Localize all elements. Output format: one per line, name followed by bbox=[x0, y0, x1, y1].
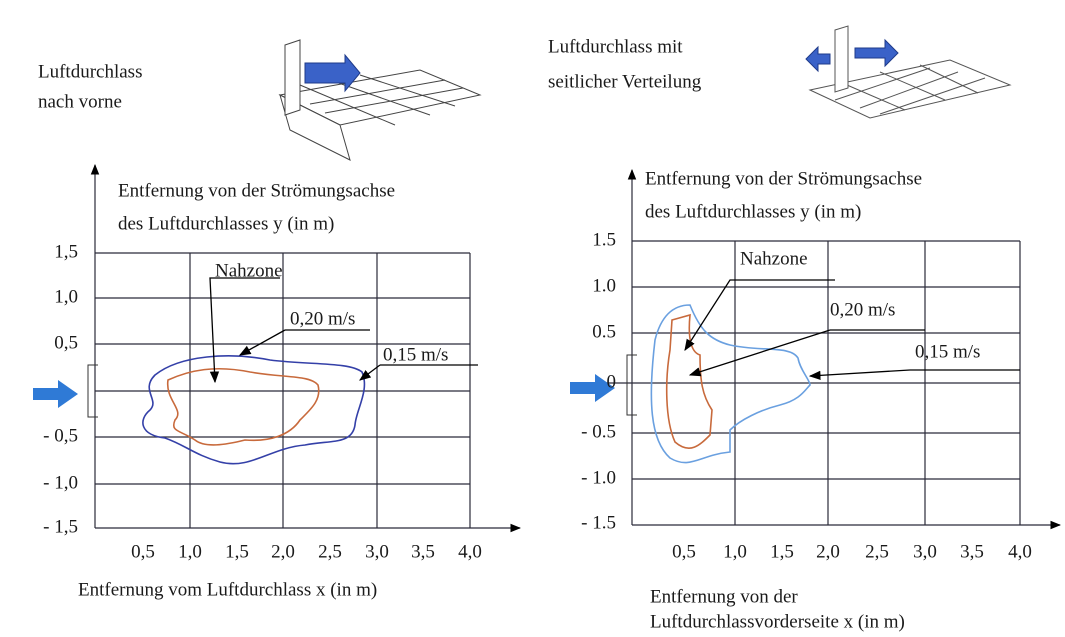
x-tick-label: 4,0 bbox=[1008, 541, 1032, 562]
x-tick-label: 1,5 bbox=[225, 541, 249, 562]
axis-label: Entfernung vom Luftdurchlass x (in m) bbox=[78, 579, 377, 600]
y-tick-label: 1,5 bbox=[54, 241, 78, 262]
x-tick-label: 0,5 bbox=[672, 541, 696, 562]
x-tick-label: 1,0 bbox=[723, 541, 747, 562]
panel-title: Luftdurchlass bbox=[38, 61, 142, 82]
axis-label: Luftdurchlassvorderseite x (in m) bbox=[650, 611, 905, 632]
axis-label: Entfernung von der Strömungsachse bbox=[118, 180, 395, 201]
panel-title: Luftdurchlass mit bbox=[548, 36, 683, 57]
zone-label: Nahzone bbox=[215, 260, 283, 281]
contour-label: 0,20 m/s bbox=[290, 308, 355, 329]
x-tick-label: 0,5 bbox=[131, 541, 155, 562]
x-tick-label: 3,0 bbox=[365, 541, 389, 562]
outlet bbox=[626, 354, 637, 416]
y-tick-label: 1.5 bbox=[592, 229, 616, 250]
illustration-left bbox=[278, 39, 482, 161]
illustration-right bbox=[805, 25, 1012, 119]
contour-label: 0,20 m/s bbox=[830, 299, 895, 320]
y-tick-label: - 1.0 bbox=[581, 467, 616, 488]
x-tick-label: 3,5 bbox=[960, 541, 984, 562]
contours-right bbox=[650, 304, 811, 464]
y-tick-label: - 0,5 bbox=[43, 425, 78, 446]
x-tick-label: 4,0 bbox=[458, 541, 482, 562]
contour-label: 0,15 m/s bbox=[383, 344, 448, 365]
y-tick-label: 0 bbox=[607, 371, 617, 392]
zone-label: Nahzone bbox=[740, 248, 808, 269]
axis-label: Entfernung von der bbox=[650, 586, 798, 607]
panel-title: nach vorne bbox=[38, 91, 122, 112]
panel-title: seitlicher Verteilung bbox=[548, 71, 702, 92]
leaders-right bbox=[684, 279, 1020, 381]
y-tick-label: 0,5 bbox=[54, 332, 78, 353]
x-tick-label: 1,5 bbox=[770, 541, 794, 562]
axis-label: Entfernung von der Strömungsachse bbox=[645, 168, 922, 189]
x-tick-label: 1,0 bbox=[178, 541, 202, 562]
x-tick-label: 2,5 bbox=[318, 541, 342, 562]
grid-right bbox=[600, 168, 1062, 530]
flow-arrow bbox=[570, 374, 615, 402]
y-tick-label: - 1,0 bbox=[43, 472, 78, 493]
x-tick-label: 2,0 bbox=[816, 541, 840, 562]
axis-label: des Luftdurchlasses y (in m) bbox=[118, 213, 334, 234]
outlet bbox=[87, 364, 98, 418]
contours-left bbox=[142, 355, 366, 465]
x-tick-label: 3,0 bbox=[913, 541, 937, 562]
y-tick-label: - 1.5 bbox=[581, 512, 616, 533]
y-tick-label: - 0.5 bbox=[581, 421, 616, 442]
y-tick-label: 0.5 bbox=[592, 321, 616, 342]
contour-label: 0,15 m/s bbox=[915, 341, 980, 362]
x-tick-label: 2,0 bbox=[271, 541, 295, 562]
axis-label: des Luftdurchlasses y (in m) bbox=[645, 201, 861, 222]
x-tick-label: 3,5 bbox=[411, 541, 435, 562]
flow-arrow bbox=[33, 380, 78, 408]
leaders-left bbox=[209, 277, 478, 384]
y-tick-label: - 1,5 bbox=[43, 516, 78, 537]
y-tick-label: 1.0 bbox=[592, 275, 616, 296]
x-tick-label: 2,5 bbox=[865, 541, 889, 562]
y-tick-label: 1,0 bbox=[54, 286, 78, 307]
